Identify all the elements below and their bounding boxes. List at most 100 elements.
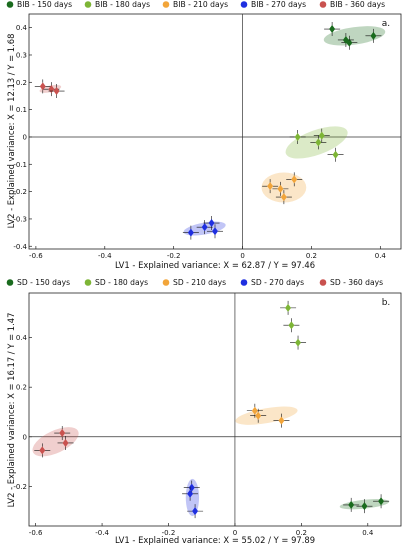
panel-b-y-tick-label: 0 [23,433,27,441]
panel-a-y-tick-label: 0.3 [16,51,27,59]
panel-a-x-tick-label: 0.2 [306,252,317,260]
panel-a-x-tick-label: -0.2 [167,252,181,260]
point-marker [278,416,285,425]
point-marker [291,175,298,184]
point-marker [370,31,377,40]
legend-swatch [162,279,170,286]
legend-label: SD - 150 days [17,278,70,287]
data-point [373,494,390,509]
legend-swatch [319,279,327,286]
panel-b-y-tick-label: 0.4 [16,334,28,342]
point-marker [53,87,60,96]
panel-a-label: a. [382,19,390,29]
panel-a-y-tick-label: -0.2 [13,188,27,196]
data-point [337,32,354,47]
panel-a-y-tick-label: 0.1 [16,106,27,114]
data-point [327,147,344,162]
point-marker [295,338,302,347]
point-marker [39,82,46,91]
panel-a-x-tick-label: 0 [240,252,244,260]
legend-item: SD - 180 days [84,278,148,287]
data-point [203,216,220,231]
data-point [280,300,297,315]
point-marker [201,223,208,232]
point-marker [59,429,66,438]
point-marker [288,321,295,330]
point-marker [318,131,325,140]
data-point [187,504,204,519]
point-marker [192,507,199,516]
panel-a-y-ticks: -0.4 -0.3 -0.2 -0.1 0 0.1 0.2 0.3 0.4 [13,24,32,251]
legend-swatch [240,1,248,8]
data-point [356,499,373,514]
panel-a-x-tick-label: -0.4 [98,252,112,260]
panel-a-zero-lines [29,14,401,249]
panel-b-y-ticks: -0.2 0 0.2 0.4 [13,334,32,491]
data-point [275,190,292,205]
confidence-ellipse [185,478,200,517]
data-point [34,79,51,94]
point-marker [348,500,355,509]
point-marker [361,502,368,511]
point-marker [208,219,215,228]
point-marker [285,303,292,312]
legend-item: BIB - 360 days [319,0,385,9]
panel-b-x-tick-label: -0.6 [29,529,43,537]
data-point [313,128,330,143]
data-point [290,335,307,350]
panel-a-x-axis-title: LV1 - Explained variance: X = 62.87 / Y … [115,260,315,270]
legend-item: SD - 210 days [162,278,226,287]
data-point [283,318,300,333]
legend-swatch [319,1,327,8]
point-marker [267,182,274,191]
legend-label: BIB - 180 days [95,0,150,9]
point-marker [187,489,194,498]
panel-a-y-tick-label: -0.4 [13,243,27,251]
panel-b-x-tick-label: 0 [233,529,237,537]
data-point [196,220,213,235]
point-marker [277,184,284,193]
data-point [289,129,306,144]
panel-a-x-tick-label: 0.4 [375,252,387,260]
panel-a-points [34,22,382,240]
data-point [273,413,290,428]
data-point [34,443,51,458]
legend-label: BIB - 210 days [173,0,228,9]
point-marker [280,193,287,202]
legend-swatch [84,279,92,286]
data-point [182,225,199,240]
point-marker [251,406,258,415]
legend-item: BIB - 180 days [84,0,150,9]
data-point [262,179,279,194]
point-marker [315,138,322,147]
confidence-ellipse [32,427,79,457]
panel-a-y-tick-label: -0.3 [13,215,27,223]
data-point [365,28,382,43]
legend-swatch [6,279,14,286]
legend-swatch [162,1,170,8]
point-marker [329,25,336,34]
legend-swatch [240,279,248,286]
panel-b-legend: SD - 150 days SD - 180 days SD - 210 days S… [6,278,383,287]
panel-a-legend: BIB - 150 days BIB - 180 days BIB - 210 da… [6,0,385,9]
point-marker [212,227,218,236]
panel-a-x-ticks: -0.6 -0.4 -0.2 0 0.2 0.4 [29,246,386,260]
panel-a-y-axis-title: LV2 - Explained variance: X = 12.13 / Y … [6,34,16,229]
legend-item: SD - 360 days [319,278,383,287]
panel-a-x-tick-label: -0.6 [29,252,43,260]
point-marker [255,411,262,420]
panel-b-label: b. [382,298,391,308]
panel-b-zero-lines [29,293,401,526]
panel-b-x-tick-label: -0.2 [162,529,176,537]
legend-label: BIB - 270 days [251,0,306,9]
confidence-ellipse [235,406,298,425]
legend-label: SD - 180 days [95,278,148,287]
panel-b-frame [28,292,402,527]
point-marker [378,497,385,506]
data-point [310,135,327,150]
panel-a-y-tick-label: -0.1 [13,161,27,169]
panel-a-frame [28,13,402,250]
data-point [324,22,341,37]
legend-label: SD - 210 days [173,278,226,287]
